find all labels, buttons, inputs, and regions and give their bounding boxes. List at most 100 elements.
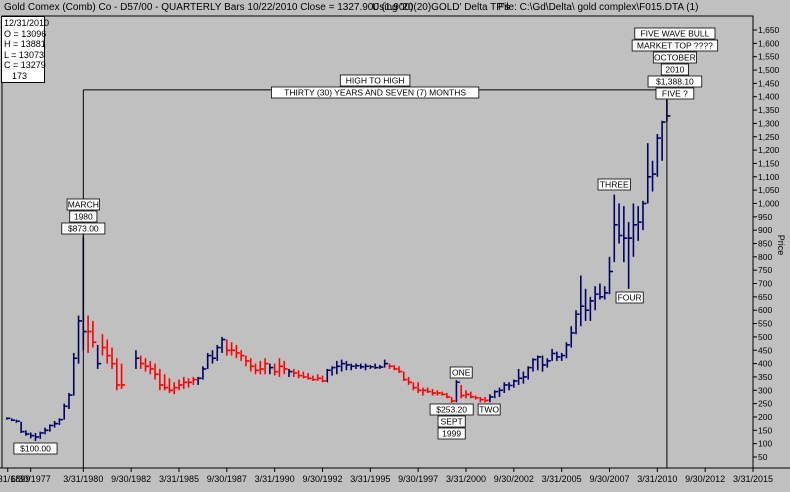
y-tick-label: 100	[758, 439, 772, 449]
ohlc-bar	[379, 364, 384, 369]
y-tick-label: 1,150	[758, 158, 780, 168]
ohlc-bar	[508, 382, 513, 391]
ohlc-bar	[503, 382, 508, 393]
chart-title: Gold Comex (Comb) Co - D57/00 - QUARTERL…	[4, 2, 414, 13]
x-tick-label: 6/30/1977	[11, 474, 51, 484]
ohlc-bar	[441, 391, 446, 396]
ohlc-bar	[87, 315, 92, 353]
ohlc-bar	[273, 363, 279, 376]
ohlc-bar	[321, 375, 326, 383]
ohlc-bar	[412, 382, 417, 391]
ohlc-bar	[426, 387, 432, 393]
ohlc-bar	[178, 379, 183, 391]
x-tick-label: 9/30/2002	[494, 474, 534, 484]
annotation-text: MARCH	[68, 200, 99, 210]
y-tick-label: 1,500	[758, 65, 780, 75]
ohlc-bar	[202, 366, 207, 380]
ohlc-bar	[484, 396, 489, 403]
y-tick-label: 350	[758, 372, 772, 382]
ohlc-bar	[77, 315, 83, 364]
ohlc-bar	[116, 358, 121, 391]
ohlc-bar	[455, 380, 460, 403]
wave-four-label: FOUR	[615, 291, 644, 304]
ohlc-bar	[197, 376, 202, 385]
ohlc-bar	[168, 378, 173, 393]
annotation-text: FIVE WAVE BULL	[640, 29, 709, 39]
high-to-high-label: HIGH TO HIGH THIRTY (30) YEARS AND SEVEN …	[271, 74, 480, 99]
ohlc-bar	[82, 237, 87, 351]
ohlc-bar	[34, 432, 39, 441]
ohlc-bar	[5, 417, 11, 420]
ohlc-bar	[656, 134, 661, 177]
ohlc-bar	[235, 344, 240, 359]
ohlc-bar	[187, 378, 193, 388]
ohlc-bar	[249, 358, 255, 372]
ohlc-bar	[579, 275, 585, 327]
y-tick-label: 250	[758, 399, 772, 409]
y-tick-label: 1,600	[758, 38, 780, 48]
ohlc-bar	[498, 387, 503, 397]
y-tick-label: 1,200	[758, 145, 780, 155]
y-tick-label: 50	[758, 452, 768, 462]
y-tick-label: 750	[758, 265, 772, 275]
annotation-text: ONE	[452, 368, 471, 378]
ohlc-bar	[541, 355, 547, 372]
ohlc-bar	[355, 363, 360, 369]
x-tick-label: 3/31/2015	[733, 474, 773, 484]
x-tick-label: 3/31/1995	[350, 474, 390, 484]
ohlc-bar	[594, 286, 599, 311]
y-tick-label: 650	[758, 292, 772, 302]
ohlc-bar	[666, 99, 671, 122]
y-tick-label: 1,000	[758, 198, 780, 208]
annotation-text: $253.20	[436, 405, 467, 415]
y-tick-label: 1,650	[758, 25, 780, 35]
chart-header: Gold Comex (Comb) Co - D57/00 - QUARTERL…	[0, 0, 790, 16]
ohlc-bar	[618, 203, 623, 244]
x-tick-label: 3/31/1985	[159, 474, 199, 484]
y-axis-label: Price	[776, 235, 786, 256]
ohlc-bar	[364, 363, 370, 371]
ohlc-bar	[417, 382, 422, 393]
x-tick-label: 9/30/1997	[398, 474, 438, 484]
ohlc-bar	[474, 395, 480, 400]
ohlc-bar	[254, 363, 260, 375]
annotation-text: FOUR	[618, 293, 642, 303]
ohlc-bar	[264, 358, 269, 375]
ohlc-bar	[422, 387, 427, 396]
ohlc-bar	[216, 344, 221, 361]
ohlc-bar	[336, 360, 341, 375]
annotation-text: $100.00	[20, 444, 51, 454]
ohlc-bar	[469, 391, 475, 399]
y-tick-label: 500	[758, 332, 772, 342]
y-tick-label: 1,550	[758, 52, 780, 62]
y-tick-label: 800	[758, 252, 772, 262]
ohlc-bar	[29, 432, 35, 439]
ohlc-bar	[651, 160, 657, 192]
y-tick-label: 1,400	[758, 92, 780, 102]
annotation-text: 1999	[442, 429, 461, 439]
annotation-text: SEPT	[441, 417, 463, 427]
ohlc-bar	[15, 419, 20, 423]
ohlc-bar	[489, 394, 494, 403]
ohlc-bar	[493, 390, 499, 399]
ohlc-bar	[292, 368, 298, 377]
ohlc-bar	[192, 376, 197, 385]
y-tick-label: 450	[758, 345, 772, 355]
ohlc-bar	[245, 355, 250, 367]
ohlc-bar	[20, 421, 25, 433]
ohlc-bar	[517, 368, 523, 385]
info-count: 173	[12, 70, 28, 81]
wave-three-label: THREE	[597, 178, 631, 191]
ohlc-bar	[163, 374, 169, 391]
ohlc-bar	[240, 350, 245, 361]
y-tick-label: 200	[758, 412, 772, 422]
ohlc-bar	[44, 427, 49, 435]
ohlc-bar	[345, 360, 350, 371]
ohlc-bar	[403, 371, 408, 381]
y-tick-label: 600	[758, 305, 772, 315]
info-open: O = 13096	[4, 28, 47, 39]
ohlc-bar	[269, 363, 274, 375]
low-1977-label: $100.00	[13, 442, 58, 455]
annotation-text: $1,388.10	[656, 77, 694, 87]
file-path: File: C:\Gd\Delta\ gold complex\F015.DTA…	[498, 2, 699, 13]
